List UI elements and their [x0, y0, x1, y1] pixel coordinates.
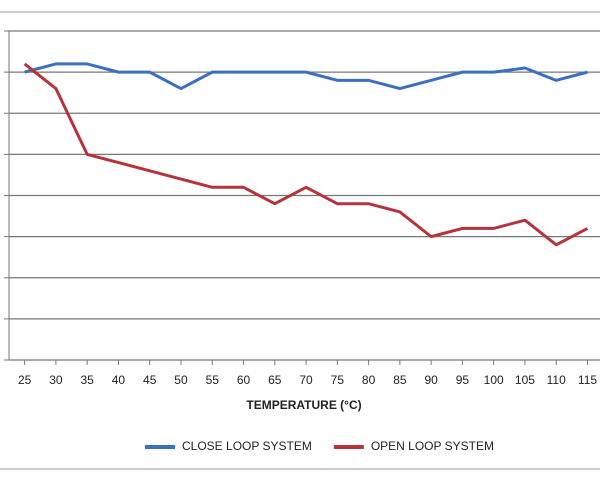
- x-tick-label: 70: [299, 373, 313, 387]
- x-tick-label: 60: [237, 373, 251, 387]
- x-tick-label: 25: [18, 373, 32, 387]
- legend-label: CLOSE LOOP SYSTEM: [182, 439, 312, 453]
- x-tick-label: 95: [456, 373, 470, 387]
- x-tick-label: 30: [49, 373, 63, 387]
- x-tick-label: 55: [206, 373, 220, 387]
- x-tick-label: 110: [547, 373, 566, 387]
- x-tick-label: 40: [112, 373, 126, 387]
- x-tick-label: 100: [484, 373, 504, 387]
- x-tick-label: 115: [578, 373, 597, 387]
- x-tick-label: 75: [331, 373, 345, 387]
- x-tick-label: 65: [268, 373, 282, 387]
- line-series: [23, 62, 589, 247]
- x-tick-label: 85: [393, 373, 407, 387]
- x-tick-label: 50: [174, 373, 188, 387]
- x-tick-label: 45: [143, 373, 157, 387]
- x-tick-label: 80: [362, 373, 376, 387]
- legend-label: OPEN LOOP SYSTEM: [371, 439, 494, 453]
- x-tick-label: 90: [424, 373, 438, 387]
- x-tick-label: 35: [80, 373, 94, 387]
- line-series: [24, 62, 588, 91]
- x-tick-label: 105: [515, 373, 535, 387]
- x-axis-title: TEMPERATURE (°C): [246, 398, 361, 412]
